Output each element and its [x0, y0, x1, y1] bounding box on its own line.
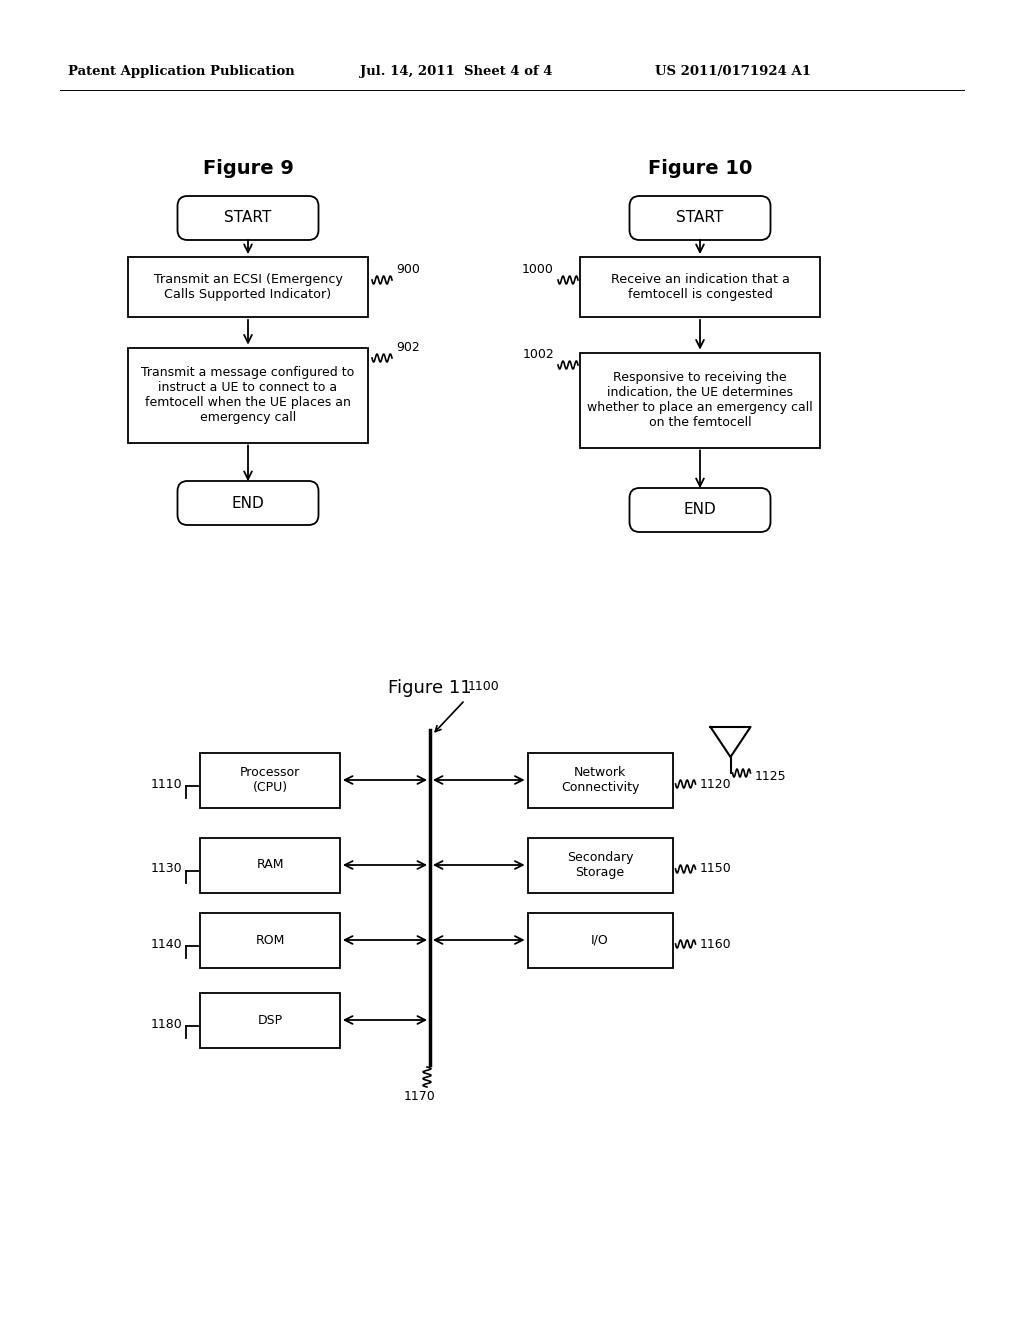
Text: 1150: 1150 [699, 862, 731, 875]
Text: 1100: 1100 [468, 680, 500, 693]
Bar [200, 993, 340, 1048]
Bar [580, 352, 820, 447]
Bar [580, 257, 820, 317]
Text: Figure 11: Figure 11 [388, 678, 472, 697]
Text: ROM: ROM [255, 933, 285, 946]
Polygon shape [711, 727, 751, 756]
FancyBboxPatch shape [630, 195, 770, 240]
Text: RAM: RAM [256, 858, 284, 871]
Bar [527, 912, 673, 968]
Text: 1140: 1140 [151, 937, 182, 950]
Text: I/O: I/O [591, 933, 609, 946]
Bar [128, 257, 368, 317]
Text: Transmit an ECSI (Emergency
Calls Supported Indicator): Transmit an ECSI (Emergency Calls Suppor… [154, 273, 342, 301]
Text: 1130: 1130 [151, 862, 182, 875]
Text: Processor
(CPU): Processor (CPU) [240, 766, 300, 795]
Text: Transmit a message configured to
instruct a UE to connect to a
femtocell when th: Transmit a message configured to instruc… [141, 366, 354, 424]
Text: DSP: DSP [257, 1014, 283, 1027]
FancyBboxPatch shape [177, 480, 318, 525]
Text: Figure 9: Figure 9 [203, 158, 294, 177]
Text: START: START [677, 210, 724, 226]
Text: Receive an indication that a
femtocell is congested: Receive an indication that a femtocell i… [610, 273, 790, 301]
FancyBboxPatch shape [177, 195, 318, 240]
Text: 900: 900 [396, 263, 420, 276]
FancyBboxPatch shape [630, 488, 770, 532]
Text: 1160: 1160 [699, 937, 731, 950]
Text: Figure 10: Figure 10 [648, 158, 753, 177]
Text: Jul. 14, 2011  Sheet 4 of 4: Jul. 14, 2011 Sheet 4 of 4 [360, 66, 553, 78]
Text: 1000: 1000 [522, 263, 554, 276]
Text: Network
Connectivity: Network Connectivity [561, 766, 639, 795]
Bar [200, 752, 340, 808]
Text: 1110: 1110 [151, 777, 182, 791]
Text: 1125: 1125 [755, 770, 786, 783]
Text: END: END [684, 503, 717, 517]
Text: Patent Application Publication: Patent Application Publication [68, 66, 295, 78]
Bar [527, 752, 673, 808]
Text: START: START [224, 210, 271, 226]
Text: END: END [231, 495, 264, 511]
Text: 1120: 1120 [699, 777, 731, 791]
Text: US 2011/0171924 A1: US 2011/0171924 A1 [655, 66, 811, 78]
Text: 902: 902 [396, 341, 420, 354]
Bar [200, 912, 340, 968]
Bar [200, 837, 340, 892]
Text: Secondary
Storage: Secondary Storage [566, 851, 633, 879]
Text: Responsive to receiving the
indication, the UE determines
whether to place an em: Responsive to receiving the indication, … [587, 371, 813, 429]
Bar [128, 347, 368, 442]
Text: 1180: 1180 [151, 1018, 182, 1031]
Text: 1002: 1002 [522, 348, 554, 360]
Text: 1170: 1170 [404, 1090, 436, 1104]
Bar [527, 837, 673, 892]
